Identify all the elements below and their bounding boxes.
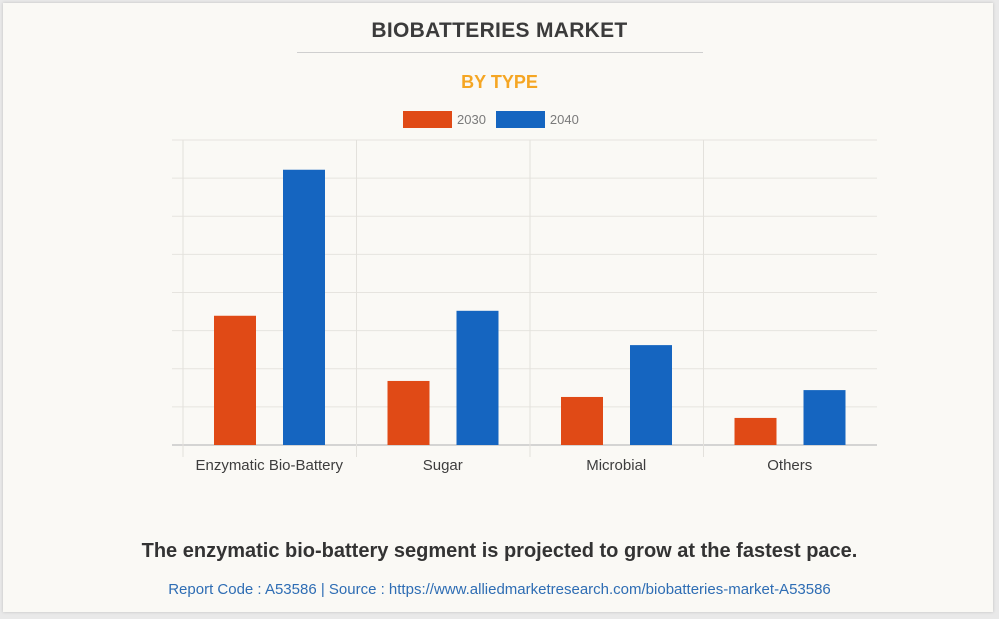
x-tick-label: Sugar [423, 457, 463, 474]
legend-item-2030[interactable]: 2030 [403, 111, 486, 128]
x-tick-label: Others [767, 457, 812, 474]
legend-swatch-2030 [403, 111, 452, 128]
bars [214, 169, 846, 446]
chart-card [3, 3, 993, 612]
chart-subtitle: BY TYPE [461, 72, 538, 92]
bar-2030-enzymatic-bio-battery [214, 315, 256, 445]
chart-title: BIOBATTERIES MARKET [371, 19, 628, 42]
bar-2040-microbial [630, 345, 672, 445]
bar-2040-enzymatic-bio-battery [283, 169, 325, 446]
bar-2030-others [734, 417, 777, 445]
legend-swatch-2040 [495, 111, 545, 128]
x-tick-label: Enzymatic Bio-Battery [195, 457, 343, 474]
bar-2030-microbial [561, 396, 603, 445]
legend-label-2040: 2040 [549, 112, 579, 127]
legend: 2030 2040 [403, 111, 589, 128]
x-tick-label: Microbial [586, 457, 646, 474]
legend-label-2030: 2030 [457, 112, 486, 127]
bar-2040-others [803, 390, 846, 445]
source-line[interactable]: Report Code : A53586 | Source : https://… [168, 581, 831, 598]
bar-2040-sugar [456, 310, 499, 445]
gridlines [172, 139, 877, 457]
x-axis-labels: Enzymatic Bio-Battery Sugar Microbial Other… [195, 457, 812, 474]
title-divider [297, 52, 703, 53]
chart-caption: The enzymatic bio-battery segment is pro… [141, 540, 858, 562]
bar-2030-sugar [387, 380, 430, 445]
legend-item-2040[interactable]: 2040 [495, 111, 579, 128]
